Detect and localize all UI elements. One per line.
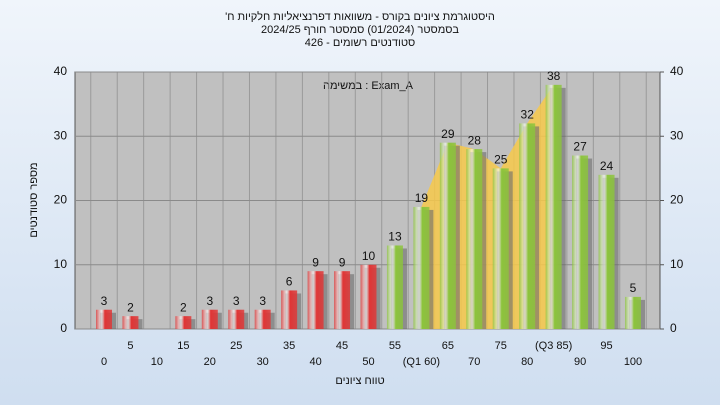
x-tick-label: 40 (309, 356, 321, 368)
title-line: 'היסטוגרמת ציונים בקורס - משוואות דפרנצי… (225, 10, 495, 23)
x-tick-label: 70 (468, 356, 480, 368)
x-tick-label: 15 (177, 340, 189, 352)
y-tick-label: 30 (54, 128, 68, 142)
bar (228, 309, 245, 329)
x-tick-label: 20 (204, 356, 216, 368)
bar (519, 123, 536, 330)
x-tick-label: 55 (389, 340, 401, 352)
y2-tick-label: 30 (670, 128, 684, 142)
bar (492, 168, 509, 329)
data-label: 3 (233, 294, 240, 308)
bar (572, 155, 589, 329)
x-tick-label: 45 (336, 340, 348, 352)
data-label: 29 (441, 127, 455, 141)
bar (439, 142, 456, 329)
x-tick-label: 5 (127, 340, 133, 352)
bar (175, 316, 192, 329)
data-label: 3 (206, 294, 213, 308)
bar (254, 309, 271, 329)
x-tick-label: 65 (442, 340, 454, 352)
title-line: סטודנטים רשומים - 426 (305, 37, 416, 49)
x-tick-label: 100 (624, 356, 642, 368)
bar (122, 316, 139, 329)
bar (307, 271, 324, 329)
data-label: 2 (127, 300, 134, 314)
data-label: 13 (388, 230, 402, 244)
bar (545, 84, 562, 329)
x-tick-label: 10 (151, 356, 163, 368)
x-tick-label: 35 (283, 340, 295, 352)
y-tick-label: 20 (54, 193, 68, 207)
bar (96, 309, 112, 329)
y-tick-label: 0 (60, 321, 67, 335)
data-label: 38 (547, 69, 561, 83)
bar (281, 290, 298, 329)
data-label: 24 (600, 159, 614, 173)
y2-tick-label: 40 (670, 64, 684, 78)
x-tick-label: 0 (101, 356, 107, 368)
bar (386, 245, 403, 329)
data-label: 3 (259, 294, 266, 308)
data-label: 3 (101, 294, 108, 308)
data-label: 2 (180, 300, 187, 314)
bar (598, 174, 615, 329)
x-axis-label: טווח ציונים (335, 375, 384, 387)
data-label: 9 (312, 255, 319, 269)
x-tick-label: 25 (230, 340, 242, 352)
bar (466, 149, 483, 329)
data-label: 28 (468, 133, 482, 147)
x-tick-label: (Q3 85) (535, 340, 572, 352)
y2-tick-label: 20 (670, 193, 684, 207)
data-label: 25 (494, 153, 508, 167)
y-tick-label: 40 (54, 64, 68, 78)
data-label: 5 (630, 281, 637, 295)
bar (625, 296, 641, 329)
y2-tick-label: 10 (670, 257, 684, 271)
x-tick-label: 90 (574, 356, 586, 368)
y2-tick-label: 0 (670, 321, 677, 335)
x-tick-label: 80 (521, 356, 533, 368)
data-label: 10 (362, 249, 376, 263)
data-label: 19 (415, 191, 429, 205)
x-tick-label: 50 (362, 356, 374, 368)
y-tick-label: 10 (54, 257, 68, 271)
bar (334, 271, 351, 329)
y-axis-label: מספר סטודנטים (28, 162, 40, 237)
bar (413, 206, 430, 329)
x-tick-label: 75 (495, 340, 507, 352)
title-line: בסמסטר (01/2024) סמסטר חורף 2024/25 (261, 24, 459, 36)
data-label: 6 (286, 275, 293, 289)
annotation: במשימה : Exam_A (323, 80, 414, 92)
data-label: 27 (573, 140, 587, 154)
data-label: 32 (521, 108, 535, 122)
x-tick-label: 30 (257, 356, 269, 368)
bar (201, 309, 218, 329)
x-tick-label: (Q1 60) (403, 356, 440, 368)
data-label: 9 (339, 255, 346, 269)
x-tick-label: 95 (600, 340, 612, 352)
bar (360, 264, 377, 329)
